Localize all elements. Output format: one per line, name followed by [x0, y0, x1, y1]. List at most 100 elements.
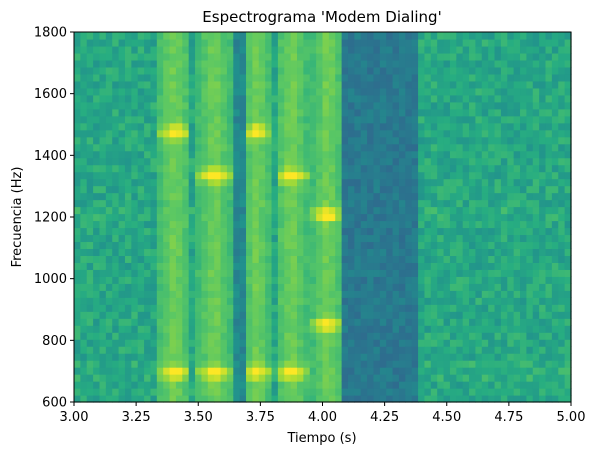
heatmap-cell [437, 262, 445, 270]
heatmap-cell [207, 136, 215, 145]
heatmap-cell [545, 374, 553, 382]
heatmap-cell [551, 367, 559, 375]
heatmap-cell [398, 213, 406, 222]
heatmap-cell [169, 276, 177, 284]
heatmap-cell [156, 80, 164, 89]
heatmap-cell [175, 87, 183, 96]
heatmap-cell [520, 199, 527, 208]
heatmap-cell [411, 66, 419, 75]
heatmap-cell [520, 241, 527, 250]
heatmap-cell [201, 115, 209, 124]
heatmap-cell [367, 115, 375, 124]
heatmap-cell [443, 255, 451, 263]
heatmap-cell [367, 150, 375, 159]
heatmap-cell [201, 290, 209, 298]
heatmap-cell [500, 150, 508, 159]
heatmap-cell [144, 255, 152, 263]
heatmap-cell [93, 38, 101, 47]
heatmap-cell [513, 283, 521, 291]
heatmap-cell [156, 388, 164, 396]
heatmap-cell [411, 269, 419, 277]
heatmap-cell [328, 80, 336, 89]
heatmap-cell [513, 290, 521, 298]
heatmap-cell [520, 115, 527, 124]
heatmap-cell [558, 332, 566, 340]
heatmap-cell [507, 32, 515, 40]
heatmap-cell [500, 220, 508, 229]
heatmap-cell [163, 157, 171, 166]
heatmap-cell [456, 73, 464, 82]
heatmap-cell [195, 388, 203, 396]
heatmap-cell [513, 304, 521, 312]
heatmap-cell [443, 332, 451, 340]
heatmap-cell [271, 45, 279, 54]
heatmap-cell [290, 38, 298, 47]
heatmap-cell [520, 367, 527, 375]
heatmap-cell [405, 115, 413, 124]
heatmap-cell [201, 136, 209, 145]
heatmap-cell [475, 45, 483, 54]
heatmap-cell [163, 164, 171, 173]
heatmap-cell [551, 234, 559, 243]
heatmap-cell [233, 171, 241, 180]
heatmap-cell [290, 87, 298, 96]
heatmap-cell [551, 32, 559, 40]
heatmap-cell [99, 213, 107, 222]
heatmap-cell [360, 395, 368, 403]
heatmap-cell [258, 220, 266, 229]
heatmap-cell [469, 374, 477, 382]
heatmap-cell [392, 381, 400, 389]
heatmap-cell [424, 290, 432, 298]
heatmap-cell [367, 388, 375, 396]
heatmap-cell [558, 136, 566, 145]
heatmap-cell [494, 206, 502, 215]
heatmap-cell [360, 262, 368, 270]
heatmap-cell [80, 318, 88, 326]
heatmap-cell [354, 395, 362, 403]
heatmap-cell [354, 87, 362, 96]
heatmap-cell [430, 115, 438, 124]
heatmap-cell [99, 241, 107, 250]
heatmap-cell [360, 269, 368, 277]
heatmap-cell [481, 171, 489, 180]
heatmap-cell [373, 353, 381, 361]
heatmap-cell [449, 276, 457, 284]
heatmap-cell [195, 122, 203, 131]
heatmap-cell [93, 164, 101, 173]
heatmap-cell [175, 185, 183, 194]
heatmap-cell [430, 255, 438, 263]
heatmap-cell [335, 150, 343, 159]
heatmap-cell [488, 248, 496, 256]
heatmap-cell [93, 241, 101, 250]
heatmap-cell [214, 346, 222, 354]
heatmap-cell [207, 304, 215, 312]
heatmap-cell [347, 234, 355, 243]
heatmap-cell [309, 367, 317, 375]
heatmap-cell [469, 199, 477, 208]
heatmap-cell [297, 32, 304, 40]
heatmap-cell [373, 185, 381, 194]
heatmap-cell [207, 227, 215, 236]
heatmap-cell [507, 304, 515, 312]
heatmap-cell [532, 367, 540, 375]
heatmap-cell [182, 381, 190, 389]
heatmap-cell [252, 45, 260, 54]
heatmap-cell [424, 332, 432, 340]
y-tick-label: 600 [42, 396, 67, 411]
heatmap-cell [532, 38, 540, 47]
heatmap-cell [335, 199, 343, 208]
heatmap-cell [214, 32, 222, 40]
heatmap-cell [456, 276, 464, 284]
heatmap-cell [226, 276, 234, 284]
heatmap-cell [469, 227, 477, 236]
heatmap-cell [137, 304, 145, 312]
heatmap-cell [456, 32, 464, 40]
heatmap-cell [443, 262, 451, 270]
heatmap-cell [277, 262, 285, 270]
heatmap-cell [297, 150, 304, 159]
heatmap-cell [456, 367, 464, 375]
heatmap-cell [449, 360, 457, 368]
heatmap-cell [513, 318, 521, 326]
heatmap-cell [182, 367, 190, 375]
heatmap-cell [297, 255, 304, 263]
